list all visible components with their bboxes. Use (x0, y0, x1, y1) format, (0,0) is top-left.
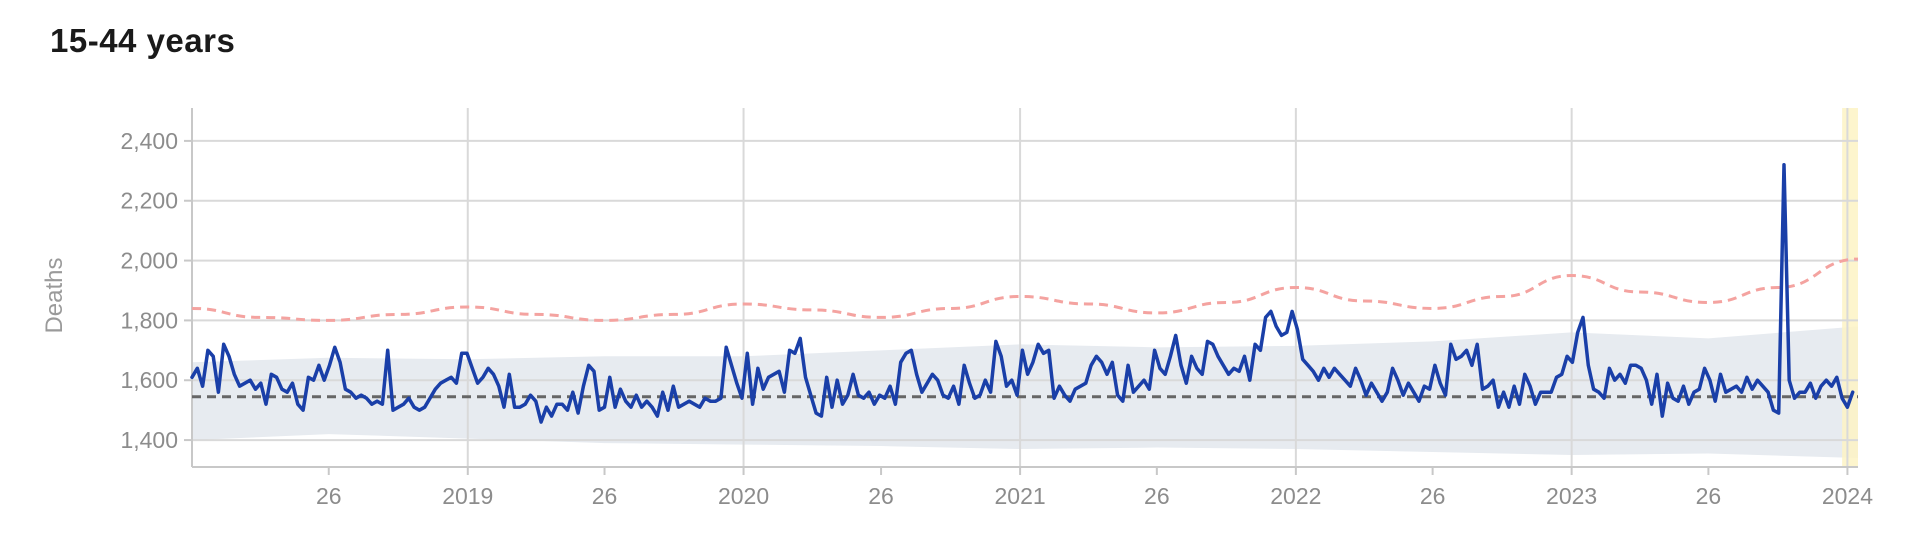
x-tick-label: 2019 (442, 483, 493, 509)
band-area (192, 326, 1858, 459)
x-tick-label: 26 (1696, 483, 1722, 509)
y-axis-label: Deaths (41, 257, 68, 333)
y-tick-label: 1,800 (120, 307, 178, 333)
upper-threshold-line (191, 257, 1859, 322)
confidence-band (192, 326, 1858, 459)
highlight-region (1842, 108, 1858, 467)
y-tick-label: 2,200 (120, 188, 178, 214)
deaths-series (190, 163, 1855, 424)
y-tick-label: 2,000 (120, 248, 178, 274)
chart-title: 15-44 years (50, 22, 236, 59)
y-tick-label: 1,400 (120, 427, 178, 453)
x-tick-label: 26 (592, 483, 618, 509)
y-tick-label: 1,600 (120, 367, 178, 393)
x-tick-label: 2021 (995, 483, 1046, 509)
upper-threshold-series (191, 257, 1859, 322)
x-tick-label: 2020 (718, 483, 769, 509)
x-tick-label: 26 (1144, 483, 1170, 509)
x-tick-label: 26 (316, 483, 342, 509)
y-axis-ticks: 1,400 1,600 1,800 2,000 2,200 2,400 (120, 128, 192, 453)
y-tick-label: 2,400 (120, 128, 178, 154)
deaths-line (190, 163, 1855, 424)
x-axis-ticks: 26 2019 26 2020 26 2021 26 2022 26 2023 26 2024 (316, 467, 1873, 509)
x-tick-label: 26 (1420, 483, 1446, 509)
axes (191, 108, 1858, 468)
x-tick-label: 2022 (1270, 483, 1321, 509)
x-tick-label: 2023 (1546, 483, 1597, 509)
x-tick-label: 26 (868, 483, 894, 509)
x-tick-label: 2024 (1822, 483, 1873, 509)
highlight-rect (1842, 108, 1858, 467)
